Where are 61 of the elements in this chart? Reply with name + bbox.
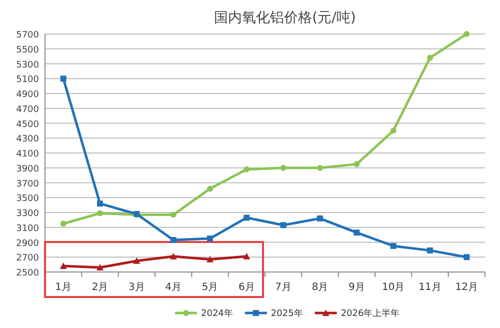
y-tick-label: 5100 xyxy=(16,75,40,86)
point xyxy=(170,252,177,260)
point xyxy=(427,54,433,61)
x-tick-label: 9月 xyxy=(348,282,365,293)
chart-title: 国内氧化铝价格(元/吨) xyxy=(214,10,356,26)
x-tick-label: 7月 xyxy=(275,282,292,293)
x-tick-label: 3月 xyxy=(128,282,145,293)
point xyxy=(170,237,176,244)
y-tick-label: 3300 xyxy=(16,209,40,219)
point xyxy=(243,252,250,260)
point xyxy=(317,164,323,171)
y-tick-label: 3700 xyxy=(16,179,40,190)
point xyxy=(390,242,396,249)
point xyxy=(280,222,286,228)
x-tick-label: 11月 xyxy=(418,282,442,293)
point xyxy=(207,236,213,242)
x-tick-label: 5月 xyxy=(202,282,218,293)
y-tick-label: 5700 xyxy=(16,30,40,40)
x-tick-label: 2月 xyxy=(92,282,108,293)
x-tick-label: 1月 xyxy=(55,282,72,293)
legend-label: 2026年上半年 xyxy=(340,308,400,319)
y-tick-label: 2900 xyxy=(16,238,40,249)
y-tick-label: 3900 xyxy=(16,164,40,174)
point xyxy=(133,257,140,264)
point xyxy=(97,210,103,216)
point xyxy=(60,262,67,270)
x-tick-label: 4月 xyxy=(165,282,182,293)
point xyxy=(464,254,470,260)
y-tick-label: 3500 xyxy=(16,194,40,204)
y-tick-label: 2700 xyxy=(16,254,40,264)
point xyxy=(60,220,66,227)
x-tick-label: 6月 xyxy=(238,282,255,293)
point xyxy=(97,200,103,207)
point xyxy=(280,164,286,171)
x-tick-label: 12月 xyxy=(455,282,478,293)
point xyxy=(170,212,176,218)
y-tick-label: 4100 xyxy=(16,150,40,160)
point xyxy=(244,214,250,221)
point xyxy=(354,161,360,168)
y-tick-label: 3100 xyxy=(16,224,40,234)
x-tick-label: 10月 xyxy=(382,282,405,293)
point xyxy=(207,186,213,192)
point xyxy=(354,230,360,236)
legend-label: 2024年 xyxy=(201,308,233,319)
x-tick-label: 8月 xyxy=(312,282,328,293)
point xyxy=(317,215,323,222)
point xyxy=(427,247,433,254)
point xyxy=(464,31,470,37)
point xyxy=(390,128,396,134)
y-tick-label: 5300 xyxy=(16,60,40,70)
legend-label: 2025年 xyxy=(270,308,303,319)
point xyxy=(60,76,66,82)
y-tick-label: 4500 xyxy=(16,120,40,130)
y-tick-label: 4700 xyxy=(16,104,40,115)
point xyxy=(206,256,214,262)
point xyxy=(244,166,250,172)
y-tick-label: 5500 xyxy=(16,45,40,56)
y-tick-label: 2500 xyxy=(16,268,40,278)
y-tick-label: 4300 xyxy=(16,134,40,145)
y-tick-label: 4900 xyxy=(16,90,40,100)
point xyxy=(96,264,104,271)
